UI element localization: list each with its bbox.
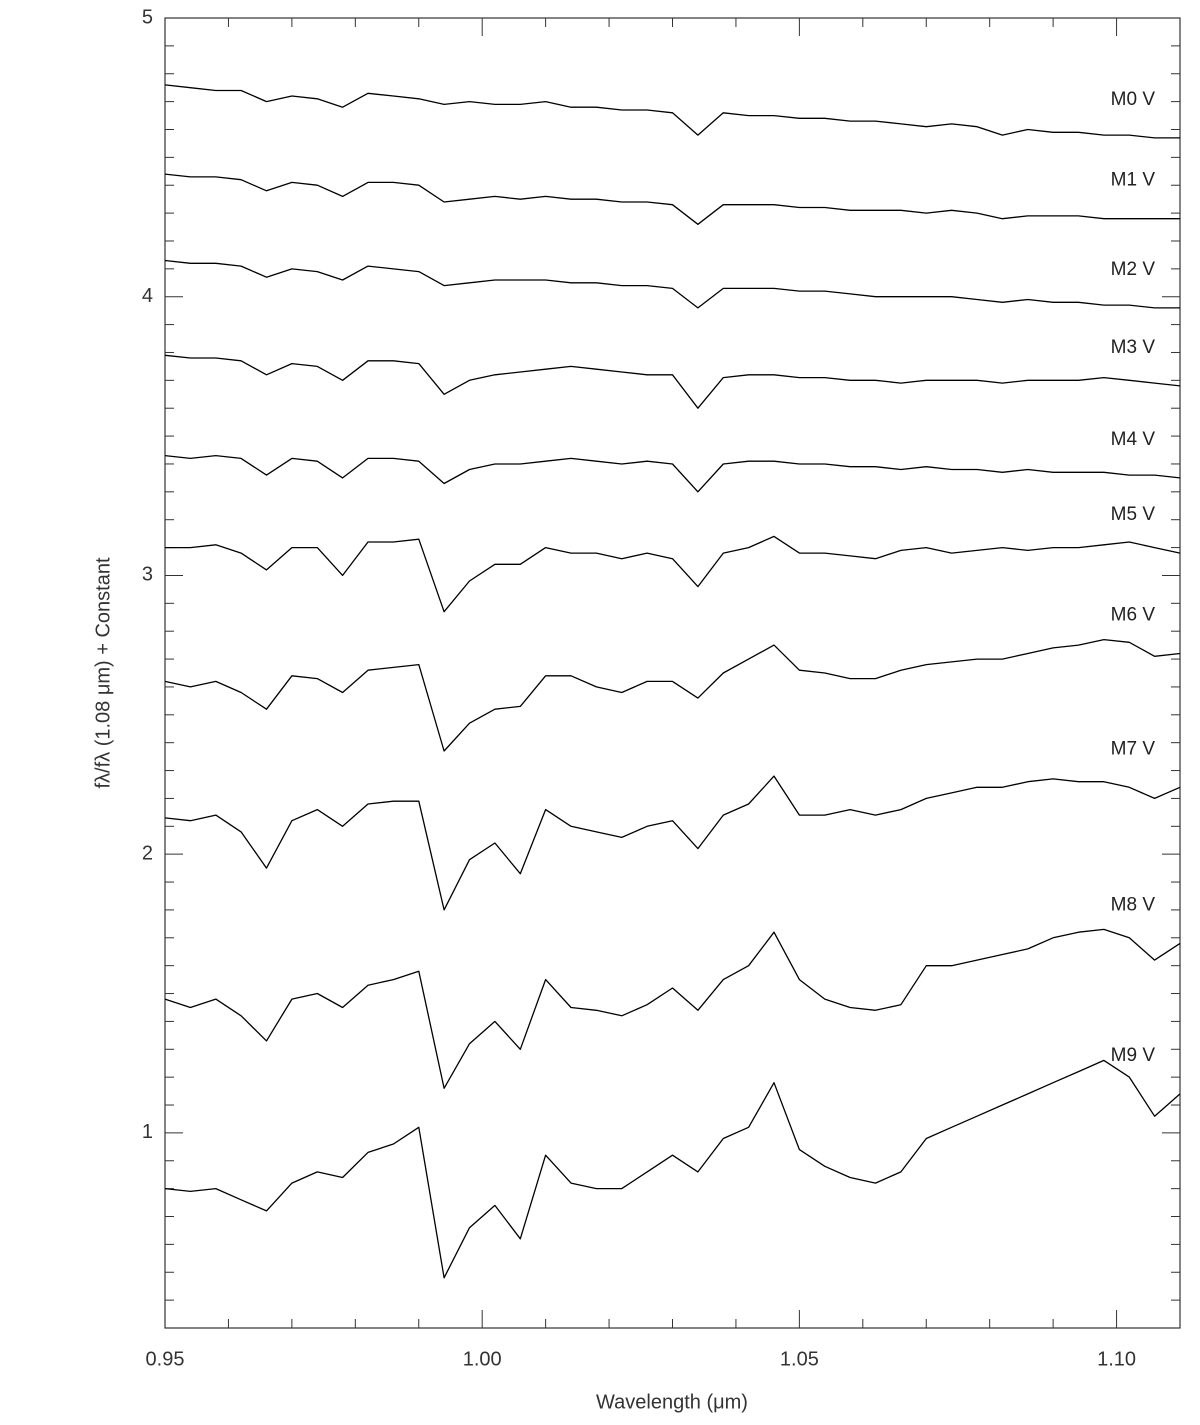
spectrum-line: [164, 638, 1181, 752]
series-label: M2 V: [1111, 259, 1156, 280]
spectrum-line: [164, 1059, 1181, 1279]
series-label: M3 V: [1111, 337, 1156, 358]
x-tick-label: 1.10: [1097, 1348, 1136, 1370]
y-tick-label: 1: [142, 1121, 153, 1143]
spectrum-line: [165, 535, 1181, 613]
x-tick-label: 1.00: [463, 1348, 502, 1370]
x-tick-label: 1.05: [780, 1348, 819, 1370]
spectrum-line: [164, 354, 1181, 409]
series-label: M1 V: [1111, 170, 1156, 191]
x-axis-label: Wavelength (μm): [596, 1391, 748, 1413]
y-axis-label: fλ/fλ (1.08 μm) + Constant: [92, 557, 114, 788]
series-label: M7 V: [1111, 738, 1156, 759]
y-tick-label: 4: [142, 285, 153, 307]
spectrum-line: [164, 454, 1181, 493]
series-label: M4 V: [1111, 429, 1156, 450]
series-label: M9 V: [1111, 1045, 1156, 1066]
series-label: M0 V: [1111, 89, 1156, 110]
series-label: M6 V: [1111, 605, 1156, 626]
y-tick-label: 2: [142, 842, 153, 864]
spectrum-line: [164, 173, 1180, 225]
y-tick-label: 3: [142, 564, 153, 586]
series-label: M5 V: [1111, 504, 1156, 525]
series-label: M8 V: [1111, 894, 1156, 915]
spectrum-line: [164, 259, 1180, 309]
x-tick-label: 0.95: [146, 1348, 185, 1370]
y-tick-label: 5: [142, 6, 153, 28]
spectrum-line: [164, 775, 1181, 911]
spectrum-line: [164, 84, 1180, 139]
spectrum-line: [164, 928, 1181, 1089]
plot-frame: [164, 17, 1181, 1329]
